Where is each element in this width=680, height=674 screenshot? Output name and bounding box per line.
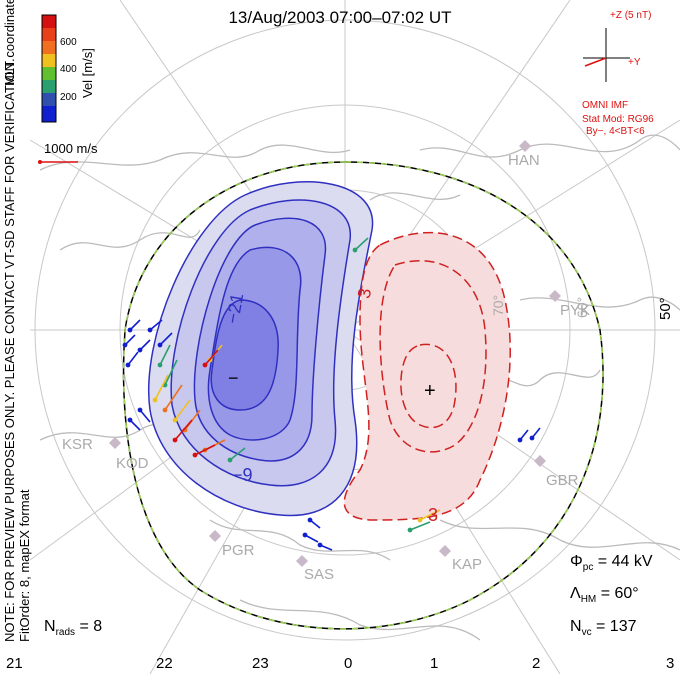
colorbar-tick-200: 200 [60, 92, 77, 103]
negative-potential-cell [148, 181, 374, 517]
station-label-pgr: PGR [222, 542, 255, 559]
colorbar-tick-400: 400 [60, 64, 77, 75]
imf-clock-dial [583, 28, 630, 82]
mlt-tick-23: 23 [252, 655, 269, 672]
positive-center-marker: + [424, 380, 436, 402]
station-label-han: HAN [508, 152, 540, 169]
imf-source-label: OMNI IMF [582, 100, 629, 111]
contour-label-pos3-bottom: 3 [428, 505, 439, 525]
station-label-kap: KAP [452, 556, 483, 573]
statistical-model-label: Stat Mod: RG96 [582, 114, 654, 125]
hm-boundary-latitude: ΛHM = 60° [570, 585, 639, 606]
reference-vector [38, 160, 78, 164]
station-label-ksr: KSR [62, 436, 93, 453]
station-label-kod: KOD [116, 455, 149, 472]
positive-potential-cell [343, 231, 511, 521]
negative-center-marker: − [228, 368, 239, 388]
contour-label-neg9: −9 [232, 465, 253, 485]
reference-vector-label: 1000 m/s [44, 141, 98, 156]
latitude-label-60: 60° [574, 296, 590, 318]
mlt-tick-2: 2 [532, 655, 541, 672]
imf-scale-label: +Z (5 nT) [610, 10, 652, 21]
latitude-label-50: 50° [657, 297, 674, 320]
mlt-tick-0: 0 [344, 655, 353, 672]
preview-notice: NOTE: FOR PREVIEW PURPOSES ONLY. PLEASE … [2, 58, 17, 642]
imf-condition-label: By−, 4<BT<6 [586, 126, 645, 137]
imf-y-axis-label: +Y [628, 57, 641, 68]
cross-polar-potential: Φpc = 44 kV [570, 553, 653, 574]
colorbar-unit-label: Vel [m/s] [80, 48, 95, 98]
latitude-label-70: 70° [490, 294, 506, 316]
mlt-tick-21: 21 [6, 655, 23, 672]
radar-station-markers [109, 140, 561, 567]
mlt-tick-22: 22 [156, 655, 173, 672]
radar-count: Nrads = 8 [44, 618, 103, 639]
velocity-colorbar [41, 14, 57, 123]
page-title: 13/Aug/2003 07:00–07:02 UT [228, 8, 452, 27]
station-label-gbr: GBR [546, 472, 579, 489]
station-label-sas: SAS [304, 566, 335, 583]
station-label-pyk: PYK [560, 302, 591, 319]
mlt-tick-3: 3 [666, 655, 675, 672]
vector-count: Nvc = 137 [570, 618, 637, 639]
coastlines [39, 134, 680, 641]
colorbar-tick-600: 600 [60, 37, 77, 48]
mlt-tick-1: 1 [430, 655, 439, 672]
fit-order-label: FitOrder: 8, mapEX format [17, 489, 32, 642]
boundary-dash [122, 161, 604, 630]
velocity-vectors [122, 237, 541, 551]
